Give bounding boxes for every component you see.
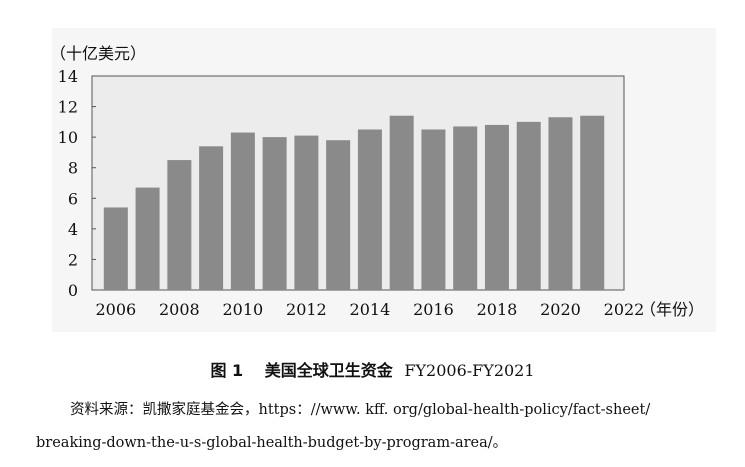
x-tick-label: 2012 xyxy=(286,300,327,319)
bar-2012 xyxy=(294,135,319,290)
x-tick-label: 2010 xyxy=(223,300,264,319)
bar-2019 xyxy=(516,121,541,290)
x-tick-label: 2020 xyxy=(540,300,581,319)
bar-2018 xyxy=(484,124,509,291)
x-tick-label: 2016 xyxy=(413,300,454,319)
bar-2021 xyxy=(580,115,605,290)
x-tick-label: 2018 xyxy=(477,300,518,319)
y-tick-label: 8 xyxy=(68,159,78,178)
bar-2009 xyxy=(199,146,224,290)
y-tick-label: 10 xyxy=(58,128,78,147)
x-tick-label: 2008 xyxy=(159,300,200,319)
figure-title: 美国全球卫生资金 xyxy=(264,361,393,380)
bar-2006 xyxy=(103,207,128,290)
bar-2016 xyxy=(421,129,446,290)
source-line-2: breaking-down-the-u-s-global-health-budg… xyxy=(36,435,508,451)
y-tick-label: 6 xyxy=(68,189,78,208)
x-axis-label: （年份） xyxy=(640,300,704,319)
y-tick-label: 2 xyxy=(68,250,78,269)
bar-2007 xyxy=(135,187,160,290)
y-tick-label: 14 xyxy=(58,67,78,86)
y-tick-label: 12 xyxy=(58,98,78,117)
bar-2020 xyxy=(548,117,573,291)
figure-number: 图 1 xyxy=(210,361,244,380)
y-axis: 0 2 4 6 8 10 12 14 xyxy=(58,67,96,300)
figure-range: FY2006-FY2021 xyxy=(404,361,535,380)
figure-caption: 图 1 美国全球卫生资金 FY2006-FY2021 xyxy=(0,357,745,381)
bar-chart: 0 2 4 6 8 10 12 14 2006 2008 2010 2012 2014 2016 2018… xyxy=(50,44,705,319)
bar-2013 xyxy=(326,140,351,290)
bar-2017 xyxy=(453,126,478,290)
bar-2011 xyxy=(262,137,287,290)
bar-2015 xyxy=(389,115,414,290)
bar-2010 xyxy=(230,132,255,290)
x-tick-label: 2006 xyxy=(95,300,136,319)
x-tick-label: 2014 xyxy=(350,300,391,319)
x-axis: 2006 2008 2010 2012 2014 2016 2018 2020 2022 xyxy=(95,300,644,319)
y-tick-label: 0 xyxy=(68,281,78,300)
source-line-1: 资料来源：凯撒家庭基金会，https：//www. kff. org/globa… xyxy=(70,402,651,418)
bars xyxy=(103,115,605,291)
bar-2014 xyxy=(357,129,382,290)
y-tick-label: 4 xyxy=(68,220,78,239)
y-unit-label: （十亿美元） xyxy=(50,44,146,63)
bar-2008 xyxy=(167,160,192,290)
source-note: 资料来源：凯撒家庭基金会，https：//www. kff. org/globa… xyxy=(36,394,736,460)
x-tick-label: 2022 xyxy=(604,300,645,319)
